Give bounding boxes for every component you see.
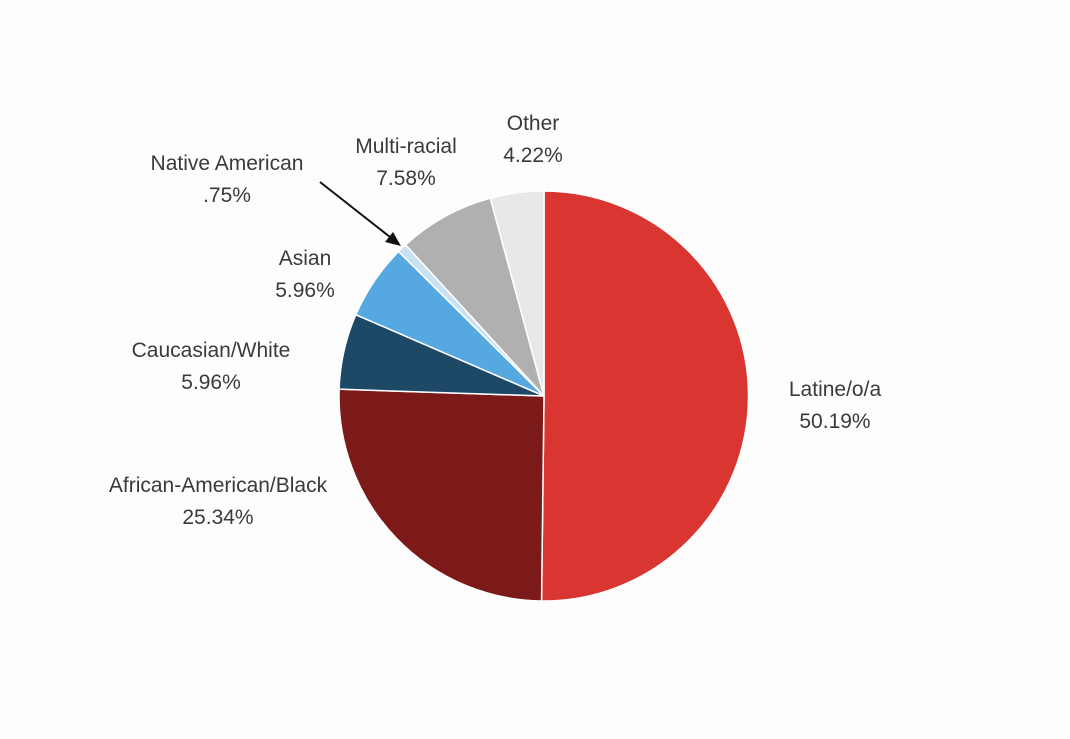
label-other: Other	[507, 112, 560, 135]
value-native-american: .75%	[203, 184, 251, 207]
label-native-american: Native American	[151, 152, 304, 175]
pie-slice-other	[489, 190, 545, 397]
pie-slice-african-american-black	[338, 388, 545, 602]
label-caucasian: Caucasian/White	[132, 339, 291, 362]
slice-labels: Latine/o/a 50.19% African-American/Black…	[109, 112, 882, 529]
native-american-leader-arrowhead	[385, 232, 401, 246]
native-american-leader-line	[319, 181, 391, 238]
value-caucasian: 5.96%	[181, 371, 241, 394]
pie-slice-latine-o-a	[540, 190, 750, 602]
label-asian: Asian	[279, 247, 332, 270]
label-latine: Latine/o/a	[789, 378, 882, 401]
pie-slices	[338, 190, 750, 602]
pie-slice-multi-racial	[404, 197, 545, 397]
label-african-american: African-American/Black	[109, 474, 328, 497]
value-multi-racial: 7.58%	[376, 167, 436, 190]
value-asian: 5.96%	[275, 279, 335, 302]
label-multi-racial: Multi-racial	[355, 135, 457, 158]
value-other: 4.22%	[503, 144, 563, 167]
value-latine: 50.19%	[799, 410, 870, 433]
value-african-american: 25.34%	[182, 506, 253, 529]
